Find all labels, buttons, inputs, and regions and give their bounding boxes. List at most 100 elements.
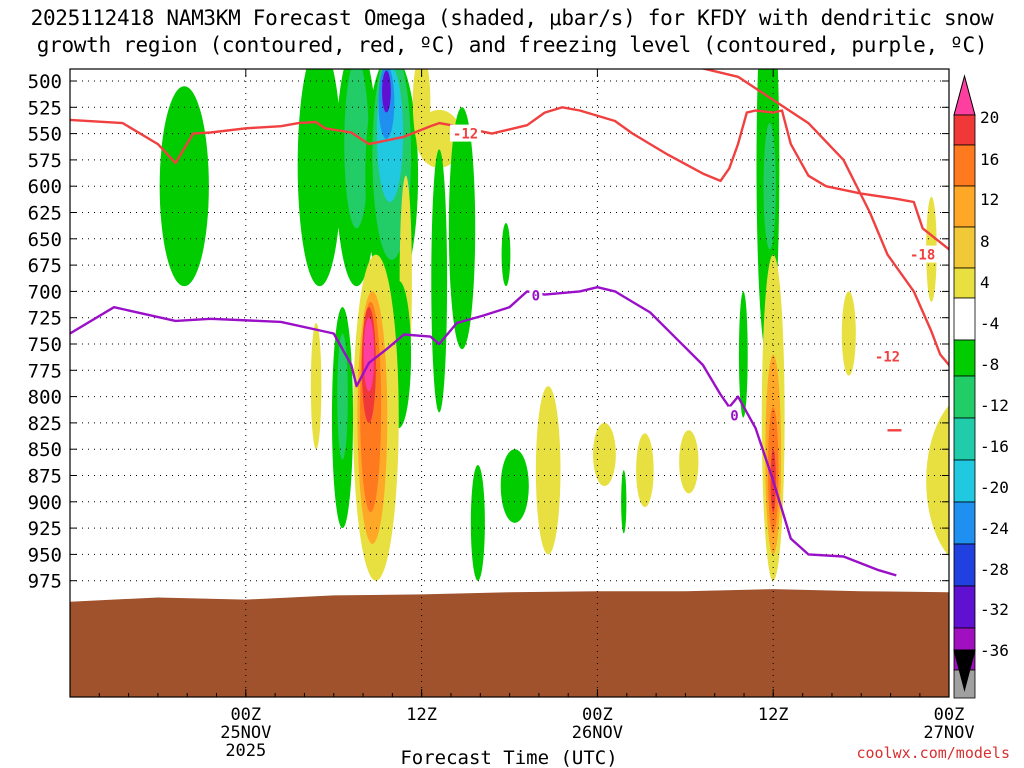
- colorbar-label: -28: [980, 560, 1009, 579]
- colorbar-segment: [953, 543, 976, 587]
- chart-title-line-1: 2025112418 NAM3KM Forecast Omega (shaded…: [30, 6, 994, 30]
- colorbar-label: -12: [980, 396, 1009, 415]
- y-axis: 500 525 550 575 600 625 650 675 700 725 750 775 800 8…: [28, 71, 949, 593]
- y-tick-label: 550: [28, 124, 62, 146]
- omega-region-purple: [382, 70, 391, 113]
- colorbar-label: 12: [980, 190, 999, 209]
- contour-label: -18: [910, 248, 935, 264]
- omega-region-yellow: [926, 405, 949, 557]
- y-tick-label: 525: [28, 97, 62, 119]
- omega-region-teal: [763, 123, 776, 250]
- colorbar-label: -8: [980, 355, 999, 374]
- y-tick-label: 825: [28, 413, 62, 435]
- omega-region-yellow: [841, 291, 856, 376]
- omega-region-yellow: [636, 433, 654, 508]
- y-tick-label: 500: [28, 71, 62, 93]
- colorbar-segment: [953, 267, 976, 299]
- x-tick-date: 26NOV: [572, 723, 623, 743]
- omega-region-pink: [363, 317, 375, 392]
- colorbar-segment: [953, 114, 976, 146]
- y-tick-label: 900: [28, 492, 62, 514]
- colorbar-segment: [953, 339, 976, 377]
- contour-label-bg: [871, 347, 903, 365]
- y-tick-label: 875: [28, 466, 62, 488]
- contour-label: -12: [875, 350, 900, 366]
- y-tick-label: 675: [28, 255, 62, 277]
- y-tick-label: 750: [28, 334, 62, 356]
- colorbar-segment: [953, 144, 976, 187]
- terrain-surface: [70, 589, 949, 697]
- colorbar-label: -32: [980, 600, 1009, 619]
- y-tick-label: 775: [28, 360, 62, 382]
- contour-label-bg: [529, 286, 543, 304]
- colorbar-segment: [953, 185, 976, 228]
- omega-region-green: [448, 107, 476, 350]
- omega-region-green: [470, 464, 485, 581]
- colorbar-segment: [953, 459, 976, 503]
- x-tick-year: 2025: [225, 741, 266, 761]
- omega-shading: [70, 69, 949, 697]
- y-tick-label: 575: [28, 150, 62, 172]
- y-tick-label: 700: [28, 281, 62, 303]
- contour-label: 0: [532, 289, 540, 305]
- y-tick-label: 850: [28, 439, 62, 461]
- y-tick-label: 925: [28, 518, 62, 540]
- omega-region-teal: [344, 69, 369, 229]
- omega-region-teal: [337, 333, 348, 460]
- x-tick-label: 12Z: [406, 705, 437, 725]
- x-tick-label: 12Z: [758, 705, 789, 725]
- colorbar-segment: [953, 226, 976, 269]
- colorbar-label: -4: [980, 314, 999, 333]
- colorbar-segment: [953, 297, 976, 341]
- colorbar-label: -20: [980, 478, 1009, 497]
- omega-region-green: [297, 69, 342, 287]
- omega-region-yellow: [412, 69, 431, 150]
- gridlines: [70, 69, 950, 697]
- colorbar-top-arrow: [953, 74, 976, 116]
- colorbar-label: -36: [980, 641, 1009, 660]
- colorbar-label: -16: [980, 437, 1009, 456]
- contour-label: -12: [453, 127, 478, 143]
- x-tick-label: 00Z: [582, 705, 613, 725]
- y-tick-label: 725: [28, 308, 62, 330]
- contour-label-bg: [728, 406, 742, 424]
- colorbar: 20 16 12 8 4 -4 -8 -12 -16 -20 -24 -28 -32 -36: [953, 74, 1009, 699]
- colorbar-label: 8: [980, 232, 990, 251]
- colorbar-segment: [953, 375, 976, 419]
- colorbar-label: -24: [980, 519, 1009, 538]
- contour-label-bg: [450, 124, 482, 142]
- y-tick-label: 975: [28, 571, 62, 593]
- x-tick-date: 25NOV: [220, 723, 271, 743]
- colorbar-bottom-arrow: [953, 649, 976, 692]
- chart-title-line-2: growth region (contoured, red, ºC) and f…: [36, 33, 988, 57]
- contour-label-bg: [907, 245, 939, 263]
- contour-label: 0: [730, 409, 738, 425]
- contours: -12 0 0 -18 -12: [70, 69, 949, 577]
- omega-region-yellow: [679, 430, 699, 494]
- y-tick-label: 950: [28, 544, 62, 566]
- colorbar-segment: [953, 501, 976, 545]
- x-tick-date: 27NOV: [923, 723, 974, 743]
- omega-region-green: [501, 223, 511, 287]
- omega-region-green: [431, 149, 448, 413]
- credit-text: coolwx.com/models: [856, 744, 1010, 762]
- omega-region-green: [621, 470, 627, 534]
- colorbar-label: 20: [980, 108, 999, 127]
- colorbar-label: 4: [980, 273, 990, 292]
- colorbar-label: 16: [980, 150, 999, 169]
- y-tick-label: 650: [28, 229, 62, 251]
- colorbar-segment: [953, 585, 976, 629]
- y-tick-label: 600: [28, 176, 62, 198]
- colorbar-segment: [953, 417, 976, 461]
- omega-region-yellow: [593, 422, 616, 487]
- y-tick-label: 800: [28, 387, 62, 409]
- x-tick-label: 00Z: [934, 705, 965, 725]
- y-tick-label: 625: [28, 203, 62, 225]
- dgz-contour-minus18: [700, 69, 949, 367]
- x-tick-label: 00Z: [230, 705, 261, 725]
- omega-region-yellow: [310, 322, 322, 450]
- omega-region-green: [500, 449, 529, 523]
- omega-region-green: [738, 291, 748, 418]
